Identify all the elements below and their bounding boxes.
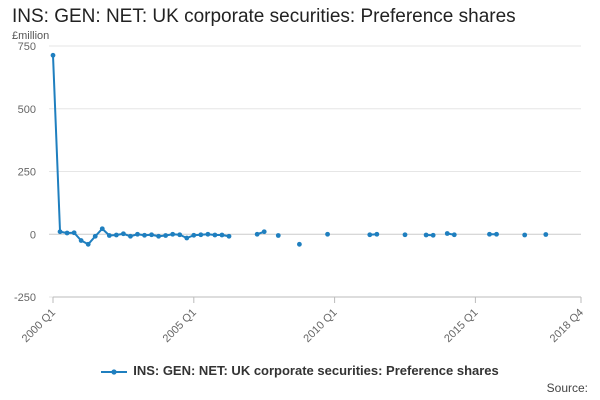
chart-title: INS: GEN: NET: UK corporate securities: …	[12, 6, 516, 27]
data-point	[149, 232, 154, 238]
data-point	[191, 232, 197, 238]
grid-layer	[49, 45, 581, 298]
x-tick-label: 2018 Q4	[548, 307, 586, 345]
line-layer	[52, 55, 497, 246]
data-point	[64, 230, 70, 236]
data-point	[205, 231, 211, 237]
data-point	[543, 232, 549, 237]
legend-label: INS: GEN: NET: UK corporate securities: …	[133, 363, 499, 378]
data-point	[85, 241, 91, 247]
data-point	[106, 233, 112, 238]
x-tick-label: 2000 Q1	[20, 307, 58, 345]
data-point	[430, 232, 436, 238]
data-point	[219, 232, 225, 238]
x-tick-label: 2005 Q1	[161, 307, 199, 345]
y-tick-label: 750	[18, 41, 36, 53]
data-point	[170, 231, 176, 237]
y-tick-label: 250	[18, 167, 36, 179]
legend[interactable]: INS: GEN: NET: UK corporate securities: …	[0, 363, 600, 378]
data-point	[121, 231, 126, 237]
data-point	[494, 231, 499, 237]
y-tick-label: 500	[18, 104, 36, 116]
y-tick-label: -250	[14, 292, 36, 304]
data-point	[423, 232, 429, 238]
data-point	[99, 226, 105, 232]
data-point	[78, 238, 84, 243]
data-point	[212, 232, 218, 238]
data-point	[163, 233, 169, 238]
data-point	[71, 230, 77, 236]
data-point	[50, 52, 56, 58]
data-point	[57, 229, 63, 235]
data-point	[254, 231, 260, 237]
data-point	[275, 233, 281, 238]
y-axis-unit-label: £million	[12, 30, 50, 42]
data-point	[128, 233, 133, 239]
data-point	[261, 229, 267, 235]
axis-layer: -250 0 250 500 750 2000 Q1 2005 Q1 2010 Q1 2015 …	[14, 41, 586, 345]
data-point	[444, 231, 450, 236]
source-label: Source:	[546, 381, 588, 395]
y-tick-label: 0	[30, 229, 36, 241]
data-point	[184, 235, 190, 241]
legend-swatch-marker	[111, 368, 117, 375]
data-point	[451, 232, 457, 238]
data-point	[113, 232, 119, 238]
point-layer	[50, 52, 549, 247]
data-point	[198, 232, 204, 238]
data-point	[177, 232, 183, 238]
x-tick-label: 2015 Q1	[442, 307, 480, 345]
data-point	[367, 232, 373, 238]
data-point	[522, 232, 528, 238]
data-point	[374, 231, 380, 237]
data-point	[142, 232, 147, 238]
x-tick-label: 2010 Q1	[301, 307, 339, 345]
data-point	[297, 241, 302, 247]
data-point	[135, 231, 140, 237]
data-point	[325, 231, 330, 237]
series-line-segment	[52, 55, 230, 246]
legend-swatch	[101, 368, 128, 375]
data-point	[402, 232, 408, 238]
data-point	[156, 233, 162, 239]
data-point	[226, 233, 232, 239]
data-point	[92, 233, 98, 239]
data-point	[487, 231, 492, 237]
